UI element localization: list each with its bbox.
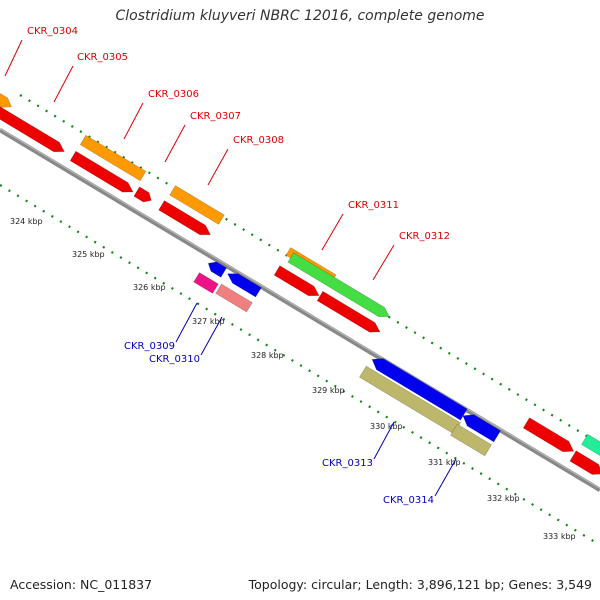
gene-feature-15 xyxy=(316,290,381,333)
gene-feature-14 xyxy=(273,265,320,297)
leader-line-ckr_0311 xyxy=(321,213,344,251)
scale-tick-label: 331 kbp xyxy=(428,458,461,467)
gene-feature-21 xyxy=(581,433,600,456)
gene-feature-8 xyxy=(207,261,227,278)
gene-label-ckr_0314: CKR_0314 xyxy=(383,495,434,506)
gene-feature-19 xyxy=(450,423,492,457)
leader-line-ckr_0310 xyxy=(200,316,223,356)
scale-tick-label: 326 kbp xyxy=(133,283,166,292)
gene-label-ckr_0307: CKR_0307 xyxy=(190,111,241,122)
scale-tick-label: 332 kbp xyxy=(487,494,520,503)
leader-line-ckr_0309 xyxy=(175,302,198,343)
gene-feature-11 xyxy=(215,283,253,313)
gene-feature-9 xyxy=(227,273,262,298)
scale-tick-label: 324 kbp xyxy=(10,217,43,226)
leader-line-ckr_0307 xyxy=(164,124,186,163)
scale-tick-label: 325 kbp xyxy=(72,250,105,259)
gene-label-ckr_0306: CKR_0306 xyxy=(148,89,199,100)
gene-feature-4 xyxy=(69,150,134,193)
gene-feature-20 xyxy=(522,417,575,453)
gene-feature-3 xyxy=(79,134,147,182)
scale-tick-label: 329 kbp xyxy=(312,386,345,395)
scale-tick-label: 330 kbp xyxy=(370,422,403,431)
gene-feature-2 xyxy=(0,106,65,153)
gene-label-ckr_0310: CKR_0310 xyxy=(149,354,200,365)
scale-tick-label: 327 kbp xyxy=(192,317,225,326)
scale-tick-label: 328 kbp xyxy=(251,351,284,360)
leader-line-ckr_0308 xyxy=(207,148,229,186)
leader-line-ckr_0313 xyxy=(373,421,395,460)
leader-line-ckr_0305 xyxy=(53,65,74,103)
backbone-track xyxy=(0,128,600,492)
gene-feature-6 xyxy=(169,185,225,225)
gene-feature-22 xyxy=(569,450,600,475)
gene-features xyxy=(0,93,600,475)
leader-line-ckr_0314 xyxy=(434,458,457,497)
gene-label-ckr_0312: CKR_0312 xyxy=(399,231,450,242)
gene-label-ckr_0311: CKR_0311 xyxy=(348,200,399,211)
gene-feature-5 xyxy=(133,186,152,203)
gene-label-ckr_0304: CKR_0304 xyxy=(27,26,78,37)
backbone-highlight xyxy=(0,128,600,489)
scale-tick-label: 333 kbp xyxy=(543,532,576,541)
dotted-track-2 xyxy=(0,184,600,546)
gene-feature-13 xyxy=(287,252,390,318)
map-title: Clostridium kluyveri NBRC 12016, complet… xyxy=(115,8,485,24)
gene-label-ckr_0313: CKR_0313 xyxy=(322,458,373,469)
accession-text: Accession: NC_011837 xyxy=(10,577,153,592)
gene-feature-17 xyxy=(462,414,501,443)
gene-label-ckr_0305: CKR_0305 xyxy=(77,52,128,63)
gene-feature-1 xyxy=(0,93,12,108)
leader-line-ckr_0312 xyxy=(372,244,395,281)
leader-line-ckr_0306 xyxy=(123,102,144,140)
gene-feature-10 xyxy=(193,272,219,294)
scale-ticks: 324 kbp 325 kbp 326 kbp 327 kbp 328 kbp 329 k… xyxy=(10,217,576,541)
backbone-line xyxy=(0,128,600,492)
gene-feature-7 xyxy=(158,200,211,236)
gene-feature-16 xyxy=(371,358,468,421)
topology-text: Topology: circular; Length: 3,896,121 bp… xyxy=(248,577,592,592)
leader-line-ckr_0304 xyxy=(4,39,23,77)
gene-label-ckr_0309: CKR_0309 xyxy=(124,341,175,352)
gene-labels: CKR_0304 CKR_0305 CKR_0306 CKR_0307 CKR_0308… xyxy=(4,26,457,506)
gene-label-ckr_0308: CKR_0308 xyxy=(233,135,284,146)
